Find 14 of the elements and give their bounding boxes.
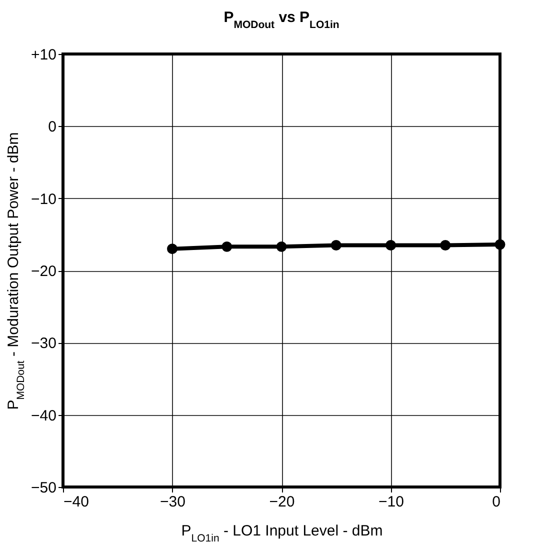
x-tick-label: 0 bbox=[492, 494, 500, 510]
x-tick-label: −40 bbox=[64, 494, 89, 510]
y-tick-label: −30 bbox=[31, 335, 56, 352]
y-tick-label: −20 bbox=[31, 263, 56, 280]
y-tick-label: −40 bbox=[31, 407, 56, 424]
chart-title: P$_{MODout}$ vs P$_{LO1in}$ bbox=[224, 9, 340, 31]
x-tick-label: −20 bbox=[269, 494, 295, 510]
x-axis-title: P$_{LO1in}$ - LO1 Input Level - dBm bbox=[181, 522, 383, 544]
x-tick-label: −30 bbox=[160, 494, 186, 510]
y-tick-label: +10 bbox=[31, 46, 56, 64]
y-tick-label: −50 bbox=[31, 480, 56, 496]
y-tick-label: 0 bbox=[48, 118, 56, 136]
x-tick-label: −10 bbox=[378, 494, 404, 510]
y-tick-label: −10 bbox=[31, 190, 56, 208]
